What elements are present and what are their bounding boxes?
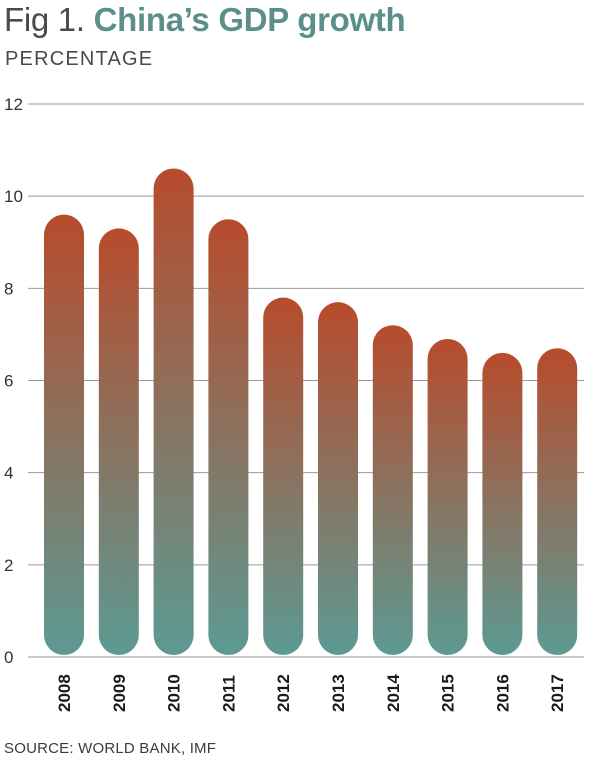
bar-2012 (263, 297, 304, 655)
bar-2015 (427, 339, 468, 655)
bar-2014 (372, 325, 413, 655)
x-category-label: 2010 (165, 674, 184, 712)
y-tick-label: 6 (4, 372, 13, 391)
bar-2010 (153, 168, 194, 656)
y-tick-label: 2 (4, 556, 13, 575)
bar-2011 (208, 219, 249, 655)
x-category-label: 2009 (110, 674, 129, 712)
chart-title: Fig 1. China’s GDP growth (4, 0, 406, 40)
y-tick-label: 8 (4, 279, 13, 298)
bar-2017 (537, 348, 578, 655)
source-note: SOURCE: WORLD BANK, IMF (4, 740, 217, 757)
figure-number: Fig 1. (4, 1, 85, 38)
bar-2013 (318, 302, 358, 655)
bar-2008 (44, 214, 84, 655)
y-axis-ticks: 0 2 4 6 8 10 12 (4, 95, 23, 667)
bars (44, 168, 578, 656)
figure-title: China’s GDP growth (93, 1, 406, 38)
x-category-label: 2014 (384, 674, 403, 712)
bar-2009 (98, 228, 139, 656)
y-tick-label: 0 (4, 648, 13, 667)
x-category-label: 2011 (219, 675, 238, 712)
y-tick-label: 10 (4, 187, 23, 206)
y-tick-label: 4 (4, 464, 13, 483)
x-category-label: 2015 (439, 674, 458, 712)
x-axis-labels: 2008 2009 2010 2011 2012 2013 2014 2015 2016 2017 (55, 674, 567, 712)
y-tick-label: 12 (4, 95, 23, 114)
y-axis-unit-label: PERCENTAGE (5, 48, 154, 70)
x-category-label: 2013 (329, 674, 348, 712)
x-category-label: 2016 (493, 674, 512, 712)
x-category-label: 2012 (274, 674, 293, 712)
x-category-label: 2008 (55, 674, 74, 712)
bar-2016 (482, 352, 523, 656)
x-category-label: 2017 (548, 674, 567, 712)
